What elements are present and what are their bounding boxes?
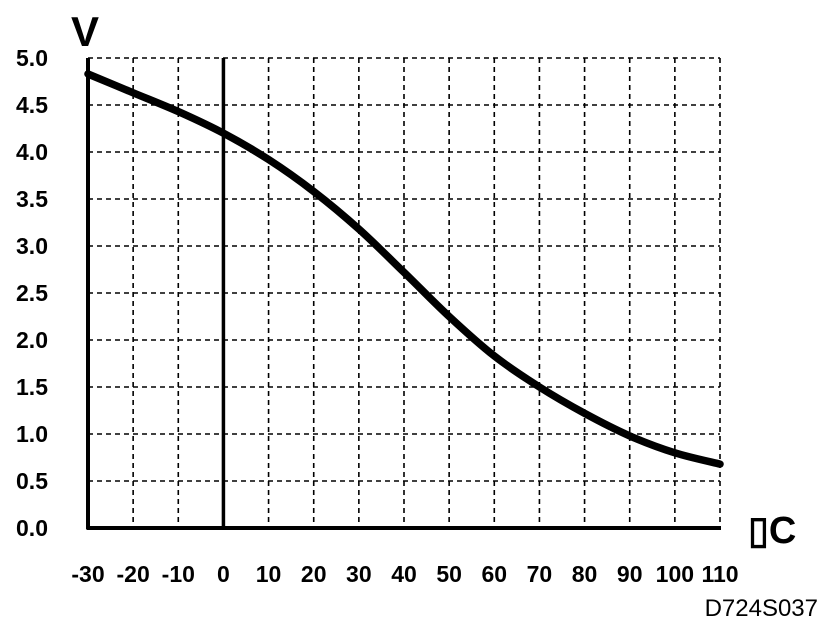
y-tick-label: 0.0: [16, 515, 48, 541]
data-point: [403, 271, 405, 273]
data-point: [132, 92, 134, 94]
y-tick-label: 3.0: [16, 233, 48, 259]
x-tick-label: -20: [117, 561, 150, 587]
data-point: [313, 190, 315, 192]
data-point: [629, 435, 631, 437]
y-axis-title: V: [71, 8, 99, 55]
x-tick-label: 50: [436, 561, 462, 587]
x-tick-label: 10: [256, 561, 282, 587]
data-point: [448, 316, 450, 317]
x-tick-label: 70: [527, 561, 553, 587]
y-tick-label: 4.0: [16, 139, 48, 165]
y-tick-label: 2.0: [16, 327, 48, 353]
y-tick-label: 3.5: [16, 186, 48, 212]
x-tick-label: 100: [656, 561, 694, 587]
x-tick-label: 60: [481, 561, 507, 587]
y-tick-label: 5.0: [16, 45, 48, 71]
data-point: [493, 355, 495, 357]
x-tick-label: -30: [71, 561, 104, 587]
y-tick-label: 4.5: [16, 92, 48, 118]
x-tick-label: 30: [346, 561, 372, 587]
grid-layer: [88, 57, 721, 528]
y-tick-label: 0.5: [16, 468, 48, 494]
x-tick-label: -10: [162, 561, 195, 587]
data-point: [268, 159, 270, 161]
series-layer: [84, 70, 724, 468]
data-point: [719, 463, 721, 465]
data-point: [584, 412, 586, 414]
x-tick-label: 20: [301, 561, 327, 587]
x-tick-labels: -30 -20 -10 0 10 20 30 40 50 60 70 80 90 100 110: [71, 561, 738, 587]
data-point: [538, 386, 540, 388]
y-tick-label: 2.5: [16, 280, 48, 306]
x-tick-label: 40: [391, 561, 417, 587]
data-point: [674, 452, 676, 454]
data-point: [87, 73, 89, 75]
x-tick-label: 90: [617, 561, 643, 587]
data-point: [222, 132, 224, 134]
x-tick-label: 0: [217, 561, 230, 587]
x-tick-label: 110: [701, 561, 738, 587]
y-tick-labels: 0.0 0.5 1.0 1.5 2.0 2.5 3.0 3.5 4.0 4.5 5.0: [16, 45, 48, 541]
data-point: [177, 111, 179, 113]
x-axis-title: ▯C: [748, 510, 796, 552]
figure-caption: D724S037: [705, 595, 818, 622]
y-tick-label: 1.0: [16, 421, 48, 447]
x-tick-label: 80: [572, 561, 598, 587]
y-tick-label: 1.5: [16, 374, 48, 400]
data-point: [358, 228, 360, 230]
